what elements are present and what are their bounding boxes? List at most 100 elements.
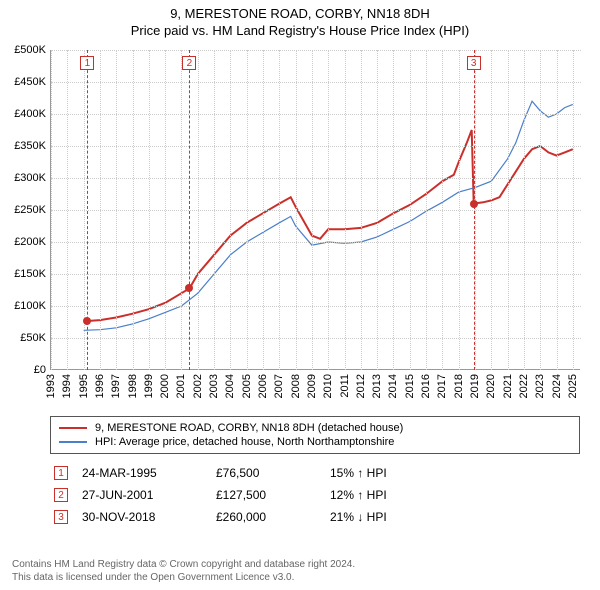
- event-price: £260,000: [216, 510, 316, 524]
- legend-swatch: [59, 427, 87, 429]
- gridline-v: [540, 50, 541, 370]
- gridline-v: [557, 50, 558, 370]
- gridline-v: [67, 50, 68, 370]
- event-badge: 2: [54, 488, 68, 502]
- event-badge: 1: [54, 466, 68, 480]
- gridline-h: [51, 242, 581, 243]
- x-tick-label: 2012: [355, 374, 367, 398]
- x-tick-label: 2008: [290, 374, 302, 398]
- gridline-h: [51, 146, 581, 147]
- event-delta: 15% ↑ HPI: [330, 466, 387, 480]
- event-row: 1 24-MAR-1995 £76,500 15% ↑ HPI: [50, 462, 580, 484]
- gridline-v: [328, 50, 329, 370]
- gridline-v: [312, 50, 313, 370]
- event-row: 330-NOV-2018£260,00021% ↓ HPI: [50, 506, 580, 528]
- gridline-v: [51, 50, 52, 370]
- x-tick-label: 2016: [420, 374, 432, 398]
- y-tick-label: £450K: [14, 76, 46, 88]
- x-tick-label: 1996: [94, 374, 106, 398]
- gridline-v: [149, 50, 150, 370]
- y-tick-label: £200K: [14, 236, 46, 248]
- x-tick-label: 1995: [78, 374, 90, 398]
- x-tick-label: 2001: [175, 374, 187, 398]
- legend-label: HPI: Average price, detached house, Nort…: [95, 436, 394, 448]
- gridline-v: [393, 50, 394, 370]
- x-tick-label: 2022: [518, 374, 530, 398]
- event-price: £76,500: [216, 466, 316, 480]
- gridline-v: [491, 50, 492, 370]
- x-tick-label: 2021: [502, 374, 514, 398]
- gridline-v: [198, 50, 199, 370]
- y-tick-label: £250K: [14, 204, 46, 216]
- x-tick-label: 2006: [257, 374, 269, 398]
- footer-line-2: This data is licensed under the Open Gov…: [12, 571, 355, 584]
- event-row: 2 27-JUN-2001 £127,500 12% ↑ HPI: [50, 484, 580, 506]
- y-tick-label: £350K: [14, 140, 46, 152]
- x-tick-label: 2000: [159, 374, 171, 398]
- gridline-v: [247, 50, 248, 370]
- legend: 9, MERESTONE ROAD, CORBY, NN18 8DH (deta…: [50, 416, 580, 454]
- gridline-v: [410, 50, 411, 370]
- gridline-v: [230, 50, 231, 370]
- events-table: 1 24-MAR-1995 £76,500 15% ↑ HPI 2 27-JUN-2001…: [50, 462, 580, 528]
- x-tick-label: 2013: [371, 374, 383, 398]
- gridline-v: [345, 50, 346, 370]
- x-tick-label: 2003: [208, 374, 220, 398]
- gridline-v: [116, 50, 117, 370]
- x-tick-label: 2023: [534, 374, 546, 398]
- y-tick-label: £50K: [20, 332, 46, 344]
- x-tick-label: 2019: [469, 374, 481, 398]
- y-tick-label: £300K: [14, 172, 46, 184]
- gridline-h: [51, 178, 581, 179]
- gridline-v: [475, 50, 476, 370]
- series-line-price_paid: [87, 130, 572, 321]
- event-marker-dot: [83, 317, 91, 325]
- chart-titles: 9, MERESTONE ROAD, CORBY, NN18 8DH Price…: [0, 0, 600, 38]
- x-tick-label: 1993: [45, 374, 57, 398]
- gridline-v: [377, 50, 378, 370]
- y-tick-label: £100K: [14, 300, 46, 312]
- gridline-v: [100, 50, 101, 370]
- event-delta: 12% ↑ HPI: [330, 488, 387, 502]
- event-marker-badge: 1: [80, 56, 94, 70]
- gridline-v: [133, 50, 134, 370]
- event-marker-line: [189, 50, 190, 370]
- x-tick-label: 2025: [567, 374, 579, 398]
- x-tick-label: 2015: [404, 374, 416, 398]
- x-tick-label: 2007: [273, 374, 285, 398]
- gridline-v: [181, 50, 182, 370]
- footer: Contains HM Land Registry data © Crown c…: [12, 558, 355, 584]
- legend-swatch: [59, 441, 87, 443]
- title-description: Price paid vs. HM Land Registry's House …: [0, 23, 600, 38]
- x-tick-label: 2014: [387, 374, 399, 398]
- event-date: 30-NOV-2018: [82, 510, 202, 524]
- legend-item-hpi: HPI: Average price, detached house, Nort…: [59, 435, 571, 449]
- event-marker-badge: 2: [182, 56, 196, 70]
- x-tick-label: 2005: [241, 374, 253, 398]
- event-date: 24-MAR-1995: [82, 466, 202, 480]
- x-tick-label: 1999: [143, 374, 155, 398]
- gridline-h: [51, 210, 581, 211]
- gridline-v: [296, 50, 297, 370]
- event-price: £127,500: [216, 488, 316, 502]
- plot: £0£50K£100K£150K£200K£250K£300K£350K£400…: [50, 50, 580, 370]
- x-tick-label: 2002: [192, 374, 204, 398]
- event-date: 27-JUN-2001: [82, 488, 202, 502]
- gridline-h: [51, 114, 581, 115]
- legend-item-price-paid: 9, MERESTONE ROAD, CORBY, NN18 8DH (deta…: [59, 421, 571, 435]
- event-marker-line: [474, 50, 475, 370]
- gridline-h: [51, 50, 581, 51]
- legend-label: 9, MERESTONE ROAD, CORBY, NN18 8DH (deta…: [95, 422, 403, 434]
- y-tick-label: £150K: [14, 268, 46, 280]
- event-marker-dot: [185, 284, 193, 292]
- gridline-v: [426, 50, 427, 370]
- x-tick-label: 1998: [127, 374, 139, 398]
- gridline-h: [51, 274, 581, 275]
- chart-area: £0£50K£100K£150K£200K£250K£300K£350K£400…: [50, 50, 580, 370]
- x-tick-label: 2010: [322, 374, 334, 398]
- x-tick-label: 2004: [224, 374, 236, 398]
- x-tick-label: 2018: [453, 374, 465, 398]
- x-tick-label: 1994: [61, 374, 73, 398]
- gridline-v: [165, 50, 166, 370]
- gridline-v: [214, 50, 215, 370]
